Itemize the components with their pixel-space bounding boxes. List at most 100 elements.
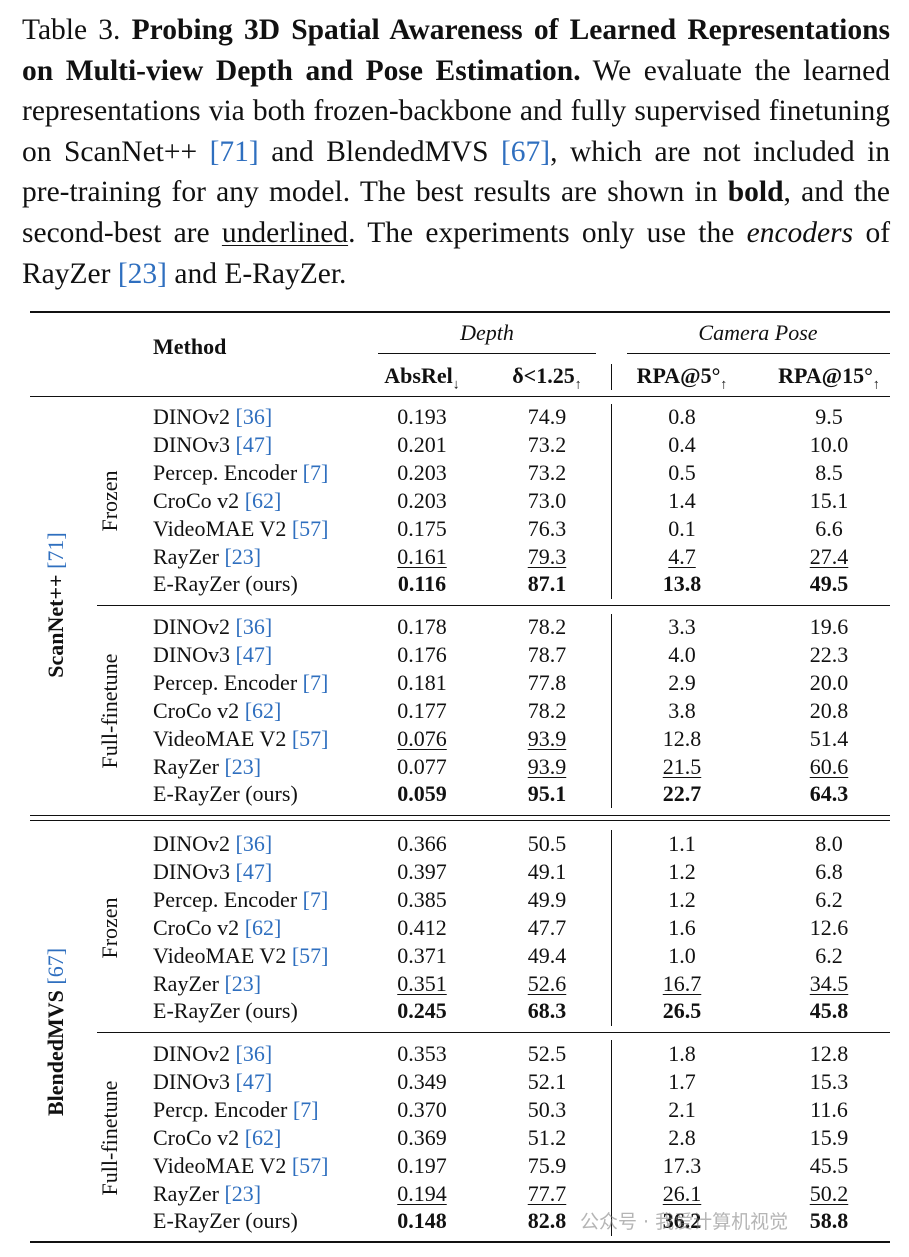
method-cell: DINOv2 [36] [153, 404, 272, 430]
value-cell: 0.175 [397, 515, 447, 541]
value-cell: 1.1 [668, 831, 696, 856]
value-cell: 76.3 [527, 515, 567, 541]
value-cell: 73.2 [527, 431, 567, 457]
setting-label: Full-finetune [97, 1080, 122, 1196]
value-cell: 52.6 [527, 970, 567, 996]
method-cell: DINOv2 [36] [153, 831, 272, 857]
dataset-name: BlendedMVS [43, 990, 68, 1117]
citation-link[interactable]: [47] [235, 858, 273, 884]
method-name: Percep. Encoder [153, 886, 298, 912]
citation-link[interactable]: [71] [43, 532, 68, 569]
value-cell: 21.5 [662, 753, 702, 779]
value-cell: 1.2 [668, 886, 696, 912]
dataset-label-blendedmvs: BlendedMVS [67] [43, 948, 69, 1116]
value-cell: 0.161 [397, 543, 447, 569]
value-cell: 95.1 [527, 781, 567, 807]
value-cell: 0.5 [668, 459, 696, 485]
citation-link[interactable]: [62] [244, 697, 282, 723]
citation-link[interactable]: [62] [244, 487, 282, 513]
absrel-label: AbsRel [384, 363, 453, 388]
method-name: VideoMAE V2 [153, 1152, 287, 1178]
method-cell: DINOv3 [47] [153, 859, 272, 885]
method-name: CroCo v2 [153, 1124, 240, 1150]
value-cell: 17.3 [662, 1152, 702, 1178]
citation-link[interactable]: [67] [43, 947, 68, 985]
caption-label: Table 3. [22, 14, 121, 46]
citation-link[interactable]: [57] [291, 725, 329, 751]
citation-link[interactable]: [36] [235, 614, 273, 639]
method-name: DINOv3 [153, 858, 230, 884]
citation-link[interactable]: [47] [235, 431, 273, 457]
citation-link[interactable]: [23] [224, 753, 262, 779]
citation-link[interactable]: [47] [235, 641, 273, 667]
column-separator [611, 614, 612, 808]
value-cell: 0.353 [397, 1041, 447, 1066]
column-separator [611, 830, 612, 1026]
citation-link[interactable]: [23] [117, 257, 167, 290]
citation-link[interactable]: [62] [244, 1124, 282, 1150]
method-cell: VideoMAE V2 [57] [153, 1153, 328, 1179]
method-name: DINOv2 [153, 1041, 230, 1066]
value-cell: 77.8 [527, 669, 567, 695]
block-rule [97, 605, 890, 606]
method-cell: CroCo v2 [62] [153, 1125, 281, 1151]
citation-link[interactable]: [47] [235, 1068, 273, 1094]
citation-link[interactable]: [57] [291, 1152, 329, 1178]
value-cell: 0.8 [668, 404, 696, 429]
citation-link[interactable]: [23] [224, 1180, 262, 1206]
value-cell: 49.5 [809, 571, 849, 597]
citation-link[interactable]: [7] [302, 669, 329, 695]
method-name: DINOv3 [153, 431, 230, 457]
method-cell: CroCo v2 [62] [153, 488, 281, 514]
column-separator [611, 1040, 612, 1236]
value-cell: 19.6 [809, 614, 849, 639]
method-cell: Percep. Encoder [7] [153, 670, 328, 696]
value-cell: 11.6 [810, 1096, 848, 1122]
value-cell: 87.1 [527, 571, 567, 597]
value-cell: 52.1 [527, 1068, 567, 1094]
method-name: E-RayZer (ours) [153, 1208, 298, 1234]
value-cell: 50.2 [809, 1180, 849, 1206]
value-cell: 0.178 [397, 614, 447, 639]
value-cell: 6.8 [815, 858, 843, 884]
value-cell: 12.8 [809, 1041, 849, 1066]
value-cell: 0.148 [397, 1208, 447, 1234]
setting-label: Frozen [97, 470, 122, 532]
citation-link[interactable]: [7] [292, 1096, 319, 1122]
citation-link[interactable]: [67] [500, 135, 551, 168]
method-name: RayZer [153, 1180, 219, 1206]
block-rule [97, 1032, 890, 1033]
citation-link[interactable]: [7] [302, 459, 329, 485]
value-cell: 2.1 [668, 1096, 696, 1122]
value-cell: 0.385 [397, 886, 447, 912]
citation-link[interactable]: [7] [302, 886, 329, 912]
value-cell: 1.8 [668, 1041, 696, 1066]
citation-link[interactable]: [57] [291, 515, 329, 541]
method-cell: E-RayZer (ours) [153, 1208, 298, 1234]
value-cell: 45.5 [809, 1152, 849, 1178]
method-cell: CroCo v2 [62] [153, 915, 281, 941]
delta-label: δ<1.25 [512, 363, 575, 388]
value-cell: 12.6 [809, 914, 849, 940]
method-cell: DINOv2 [36] [153, 614, 272, 640]
value-cell: 93.9 [527, 725, 567, 751]
value-cell: 15.9 [809, 1124, 849, 1150]
citation-link[interactable]: [36] [235, 404, 273, 429]
method-name: RayZer [153, 543, 219, 569]
method-name: Percep. Encoder [153, 669, 298, 695]
citation-link[interactable]: [71] [209, 135, 259, 168]
citation-link[interactable]: [36] [235, 831, 273, 856]
value-cell: 64.3 [809, 781, 849, 807]
value-cell: 49.4 [527, 942, 567, 968]
citation-link[interactable]: [23] [224, 543, 262, 569]
value-cell: 0.371 [397, 942, 447, 968]
citation-link[interactable]: [62] [244, 914, 282, 940]
citation-link[interactable]: [23] [224, 970, 262, 996]
method-name: CroCo v2 [153, 914, 240, 940]
value-cell: 68.3 [527, 998, 567, 1024]
value-cell: 1.2 [668, 858, 696, 884]
value-cell: 0.245 [397, 998, 447, 1024]
citation-link[interactable]: [57] [291, 942, 329, 968]
citation-link[interactable]: [36] [235, 1041, 273, 1066]
method-cell: E-RayZer (ours) [153, 781, 298, 807]
